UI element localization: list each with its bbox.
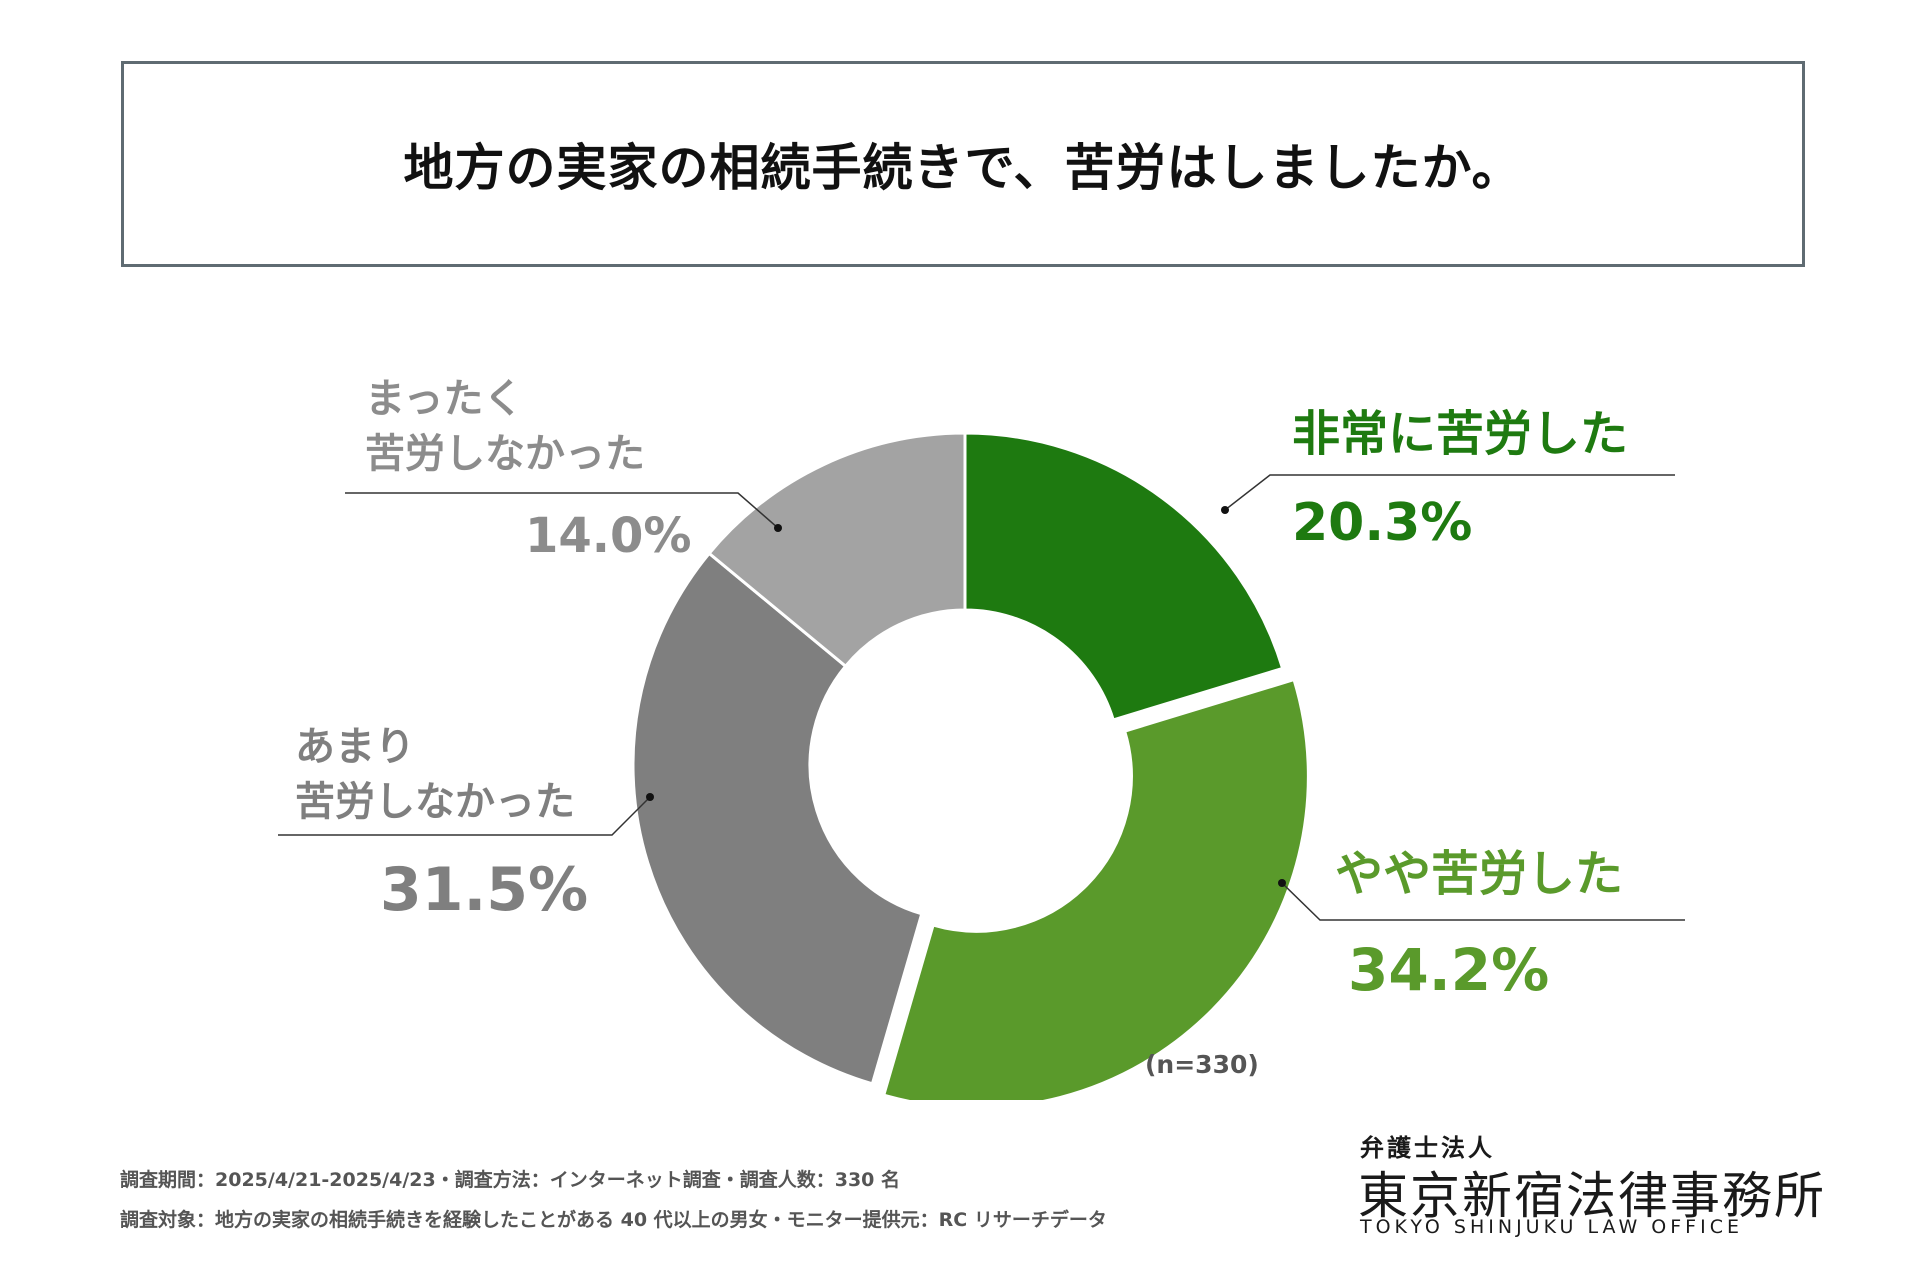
slice-not-hard-at-all <box>707 431 967 669</box>
leader-line-very-hard <box>1224 474 1675 511</box>
value-label-not-hard-at-all: 14.0% <box>525 508 692 564</box>
category-label-somewhat-hard: やや苦労した <box>1335 846 1623 902</box>
logo-english: TOKYO SHINJUKU LAW OFFICE <box>1360 1216 1743 1238</box>
category-label-not-very-hard: あまり <box>295 724 415 770</box>
footer-survey-target: 調査対象：地方の実家の相続手続きを経験したことがある 40 代以上の男女・モニタ… <box>120 1209 1107 1231</box>
footer-survey-period: 調査期間：2025/4/21-2025/4/23・調査方法：インターネット調査・… <box>120 1169 901 1191</box>
leader-dot-not-hard-at-all <box>774 524 782 532</box>
slice-somewhat-hard <box>881 677 1310 1100</box>
chart-title: 地方の実家の相続手続きで、苦労はしましたか。 <box>403 139 1523 197</box>
logo-subtitle: 弁護士法人 <box>1360 1133 1495 1162</box>
title-box: 地方の実家の相続手続きで、苦労はしましたか。 <box>121 61 1805 267</box>
category-label-not-hard-at-all: 苦労しなかった <box>365 431 645 477</box>
category-label-very-hard: 非常に苦労した <box>1292 406 1628 462</box>
leader-dot-somewhat-hard <box>1278 879 1286 887</box>
slice-not-very-hard <box>631 551 924 1086</box>
sample-size-note: (n=330) <box>1145 1050 1259 1079</box>
leader-line-somewhat-hard <box>1281 882 1685 921</box>
category-label-not-hard-at-all: まったく <box>365 376 523 422</box>
leader-line-not-very-hard <box>278 796 651 836</box>
leader-line-not-hard-at-all <box>345 492 779 529</box>
category-label-not-very-hard: 苦労しなかった <box>295 779 575 825</box>
donut-chart: 非常に苦労した20.3%やや苦労した34.2%あまり苦労しなかった31.5%まっ… <box>278 376 1685 1100</box>
value-label-very-hard: 20.3% <box>1292 493 1472 553</box>
value-label-not-very-hard: 31.5% <box>380 855 588 925</box>
slice-very-hard <box>963 431 1285 722</box>
leader-dot-very-hard <box>1221 506 1229 514</box>
leader-dot-not-very-hard <box>646 793 654 801</box>
logo-name: 東京新宿法律事務所 <box>1358 1167 1826 1225</box>
value-label-somewhat-hard: 34.2% <box>1348 936 1549 1004</box>
company-logo: 弁護士法人 東京新宿法律事務所 TOKYO SHINJUKU LAW OFFIC… <box>1358 1128 1824 1238</box>
